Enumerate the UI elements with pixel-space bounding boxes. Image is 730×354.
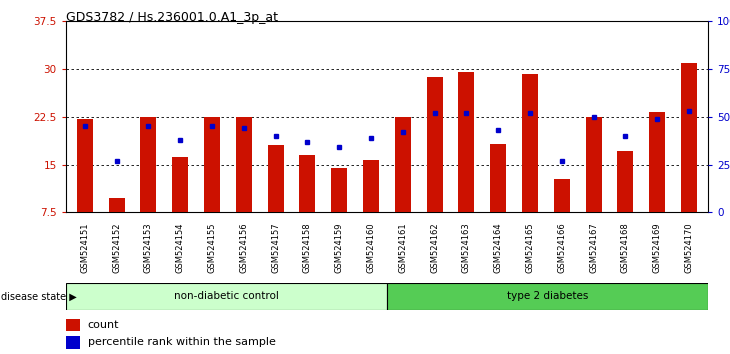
Text: GDS3782 / Hs.236001.0.A1_3p_at: GDS3782 / Hs.236001.0.A1_3p_at (66, 11, 277, 24)
Bar (299, 155, 315, 212)
Bar (172, 157, 188, 212)
Text: percentile rank within the sample: percentile rank within the sample (88, 337, 275, 348)
Text: disease state ▶: disease state ▶ (1, 291, 77, 302)
Bar (395, 117, 411, 212)
Bar (426, 77, 442, 212)
Bar (387, 283, 708, 310)
Bar (585, 117, 602, 212)
Bar (554, 179, 569, 212)
Bar (66, 283, 387, 310)
Bar (236, 117, 252, 212)
Bar (109, 198, 125, 212)
Bar (204, 117, 220, 212)
Bar (140, 117, 156, 212)
Bar (491, 144, 506, 212)
Bar (66, 319, 80, 331)
Bar (331, 168, 347, 212)
Bar (363, 160, 379, 212)
Bar (268, 145, 283, 212)
Text: non-diabetic control: non-diabetic control (174, 291, 279, 302)
Bar (681, 63, 697, 212)
Bar (66, 336, 80, 349)
Bar (618, 150, 634, 212)
Bar (77, 119, 93, 212)
Bar (522, 74, 538, 212)
Bar (458, 72, 474, 212)
Text: count: count (88, 320, 119, 330)
Bar (649, 112, 665, 212)
Text: type 2 diabetes: type 2 diabetes (507, 291, 588, 302)
